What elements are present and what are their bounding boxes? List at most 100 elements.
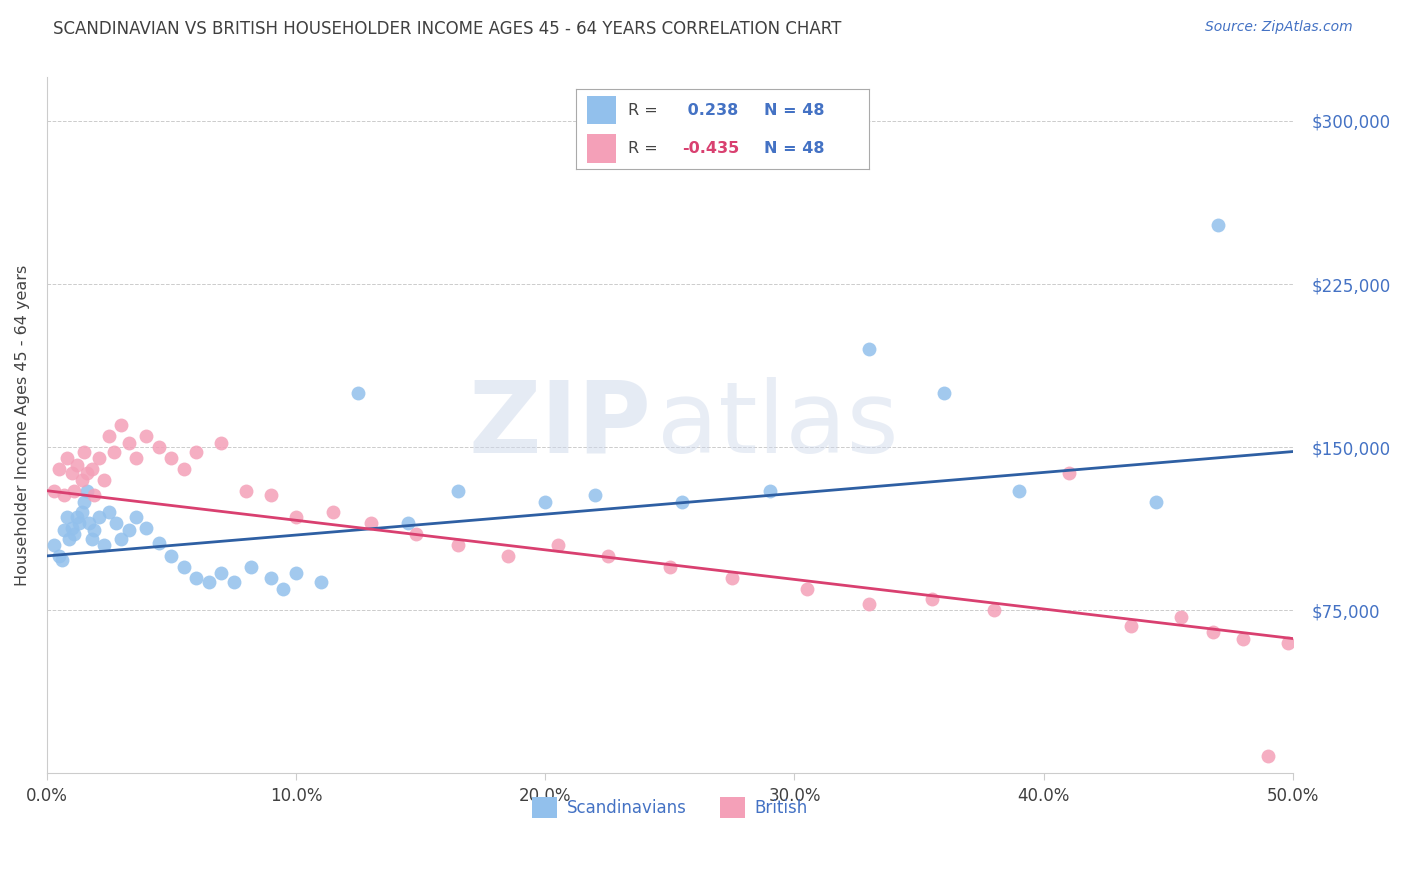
Point — [1008, 483, 1031, 498]
Point — [135, 429, 157, 443]
Point — [186, 444, 208, 458]
Point — [273, 582, 295, 596]
Point — [160, 549, 183, 563]
Point — [160, 451, 183, 466]
Point — [260, 488, 283, 502]
Point — [65, 509, 87, 524]
Point — [405, 527, 427, 541]
Point — [48, 462, 70, 476]
Point — [77, 516, 100, 531]
Point — [173, 559, 195, 574]
Point — [347, 385, 370, 400]
Point — [932, 385, 955, 400]
Point — [93, 473, 115, 487]
Point — [658, 559, 681, 574]
Point — [235, 483, 257, 498]
Point — [53, 488, 76, 502]
Point — [596, 549, 619, 563]
Point — [858, 597, 880, 611]
Point — [87, 509, 110, 524]
Point — [1170, 610, 1192, 624]
Point — [70, 473, 93, 487]
Point — [48, 549, 70, 563]
Point — [93, 538, 115, 552]
Point — [1232, 632, 1254, 646]
Point — [55, 509, 77, 524]
Y-axis label: Householder Income Ages 45 - 64 years: Householder Income Ages 45 - 64 years — [15, 265, 30, 586]
Point — [1202, 625, 1225, 640]
Point — [858, 343, 880, 357]
Point — [73, 444, 96, 458]
Point — [65, 458, 87, 472]
Point — [98, 429, 121, 443]
Point — [209, 566, 232, 581]
Point — [1257, 749, 1279, 764]
Point — [447, 538, 470, 552]
Point — [67, 516, 90, 531]
Point — [583, 488, 606, 502]
Point — [135, 521, 157, 535]
Point — [118, 523, 141, 537]
Point — [87, 451, 110, 466]
Point — [70, 505, 93, 519]
Point — [148, 536, 170, 550]
Point — [103, 444, 125, 458]
Point — [110, 532, 132, 546]
Point — [1119, 618, 1142, 632]
Point — [51, 553, 73, 567]
Point — [125, 451, 148, 466]
Point — [173, 462, 195, 476]
Point — [240, 559, 263, 574]
Text: Source: ZipAtlas.com: Source: ZipAtlas.com — [1205, 20, 1353, 34]
Point — [105, 516, 128, 531]
Point — [222, 575, 245, 590]
Point — [534, 494, 557, 508]
Point — [58, 532, 80, 546]
Point — [983, 603, 1005, 617]
Point — [284, 509, 307, 524]
Point — [1057, 467, 1080, 481]
Point — [76, 467, 98, 481]
Point — [260, 571, 283, 585]
Point — [1277, 636, 1299, 650]
Point — [110, 418, 132, 433]
Point — [186, 571, 208, 585]
Point — [60, 521, 83, 535]
Point — [73, 494, 96, 508]
Point — [721, 571, 744, 585]
Point — [83, 488, 105, 502]
Point — [547, 538, 569, 552]
Point — [360, 516, 382, 531]
Point — [83, 523, 105, 537]
Point — [1144, 494, 1167, 508]
Point — [396, 516, 419, 531]
Legend: Scandinavians, British: Scandinavians, British — [524, 790, 814, 824]
Point — [44, 538, 66, 552]
Point — [796, 582, 818, 596]
Point — [60, 467, 83, 481]
Point — [921, 592, 943, 607]
Point — [758, 483, 780, 498]
Text: ZIP: ZIP — [468, 377, 651, 474]
Point — [496, 549, 519, 563]
Text: SCANDINAVIAN VS BRITISH HOUSEHOLDER INCOME AGES 45 - 64 YEARS CORRELATION CHART: SCANDINAVIAN VS BRITISH HOUSEHOLDER INCO… — [53, 20, 842, 37]
Point — [1206, 219, 1229, 233]
Point — [125, 509, 148, 524]
Point — [197, 575, 219, 590]
Point — [63, 483, 86, 498]
Point — [209, 435, 232, 450]
Point — [44, 483, 66, 498]
Point — [55, 451, 77, 466]
Text: atlas: atlas — [658, 377, 898, 474]
Point — [118, 435, 141, 450]
Point — [148, 440, 170, 454]
Point — [80, 462, 103, 476]
Point — [53, 523, 76, 537]
Point — [76, 483, 98, 498]
Point — [671, 494, 693, 508]
Point — [309, 575, 332, 590]
Point — [284, 566, 307, 581]
Point — [322, 505, 344, 519]
Point — [63, 527, 86, 541]
Point — [447, 483, 470, 498]
